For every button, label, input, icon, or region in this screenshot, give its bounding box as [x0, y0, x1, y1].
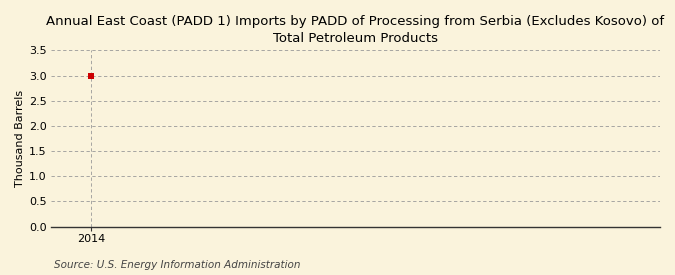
- Text: Source: U.S. Energy Information Administration: Source: U.S. Energy Information Administ…: [54, 260, 300, 270]
- Y-axis label: Thousand Barrels: Thousand Barrels: [15, 90, 25, 187]
- Title: Annual East Coast (PADD 1) Imports by PADD of Processing from Serbia (Excludes K: Annual East Coast (PADD 1) Imports by PA…: [47, 15, 665, 45]
